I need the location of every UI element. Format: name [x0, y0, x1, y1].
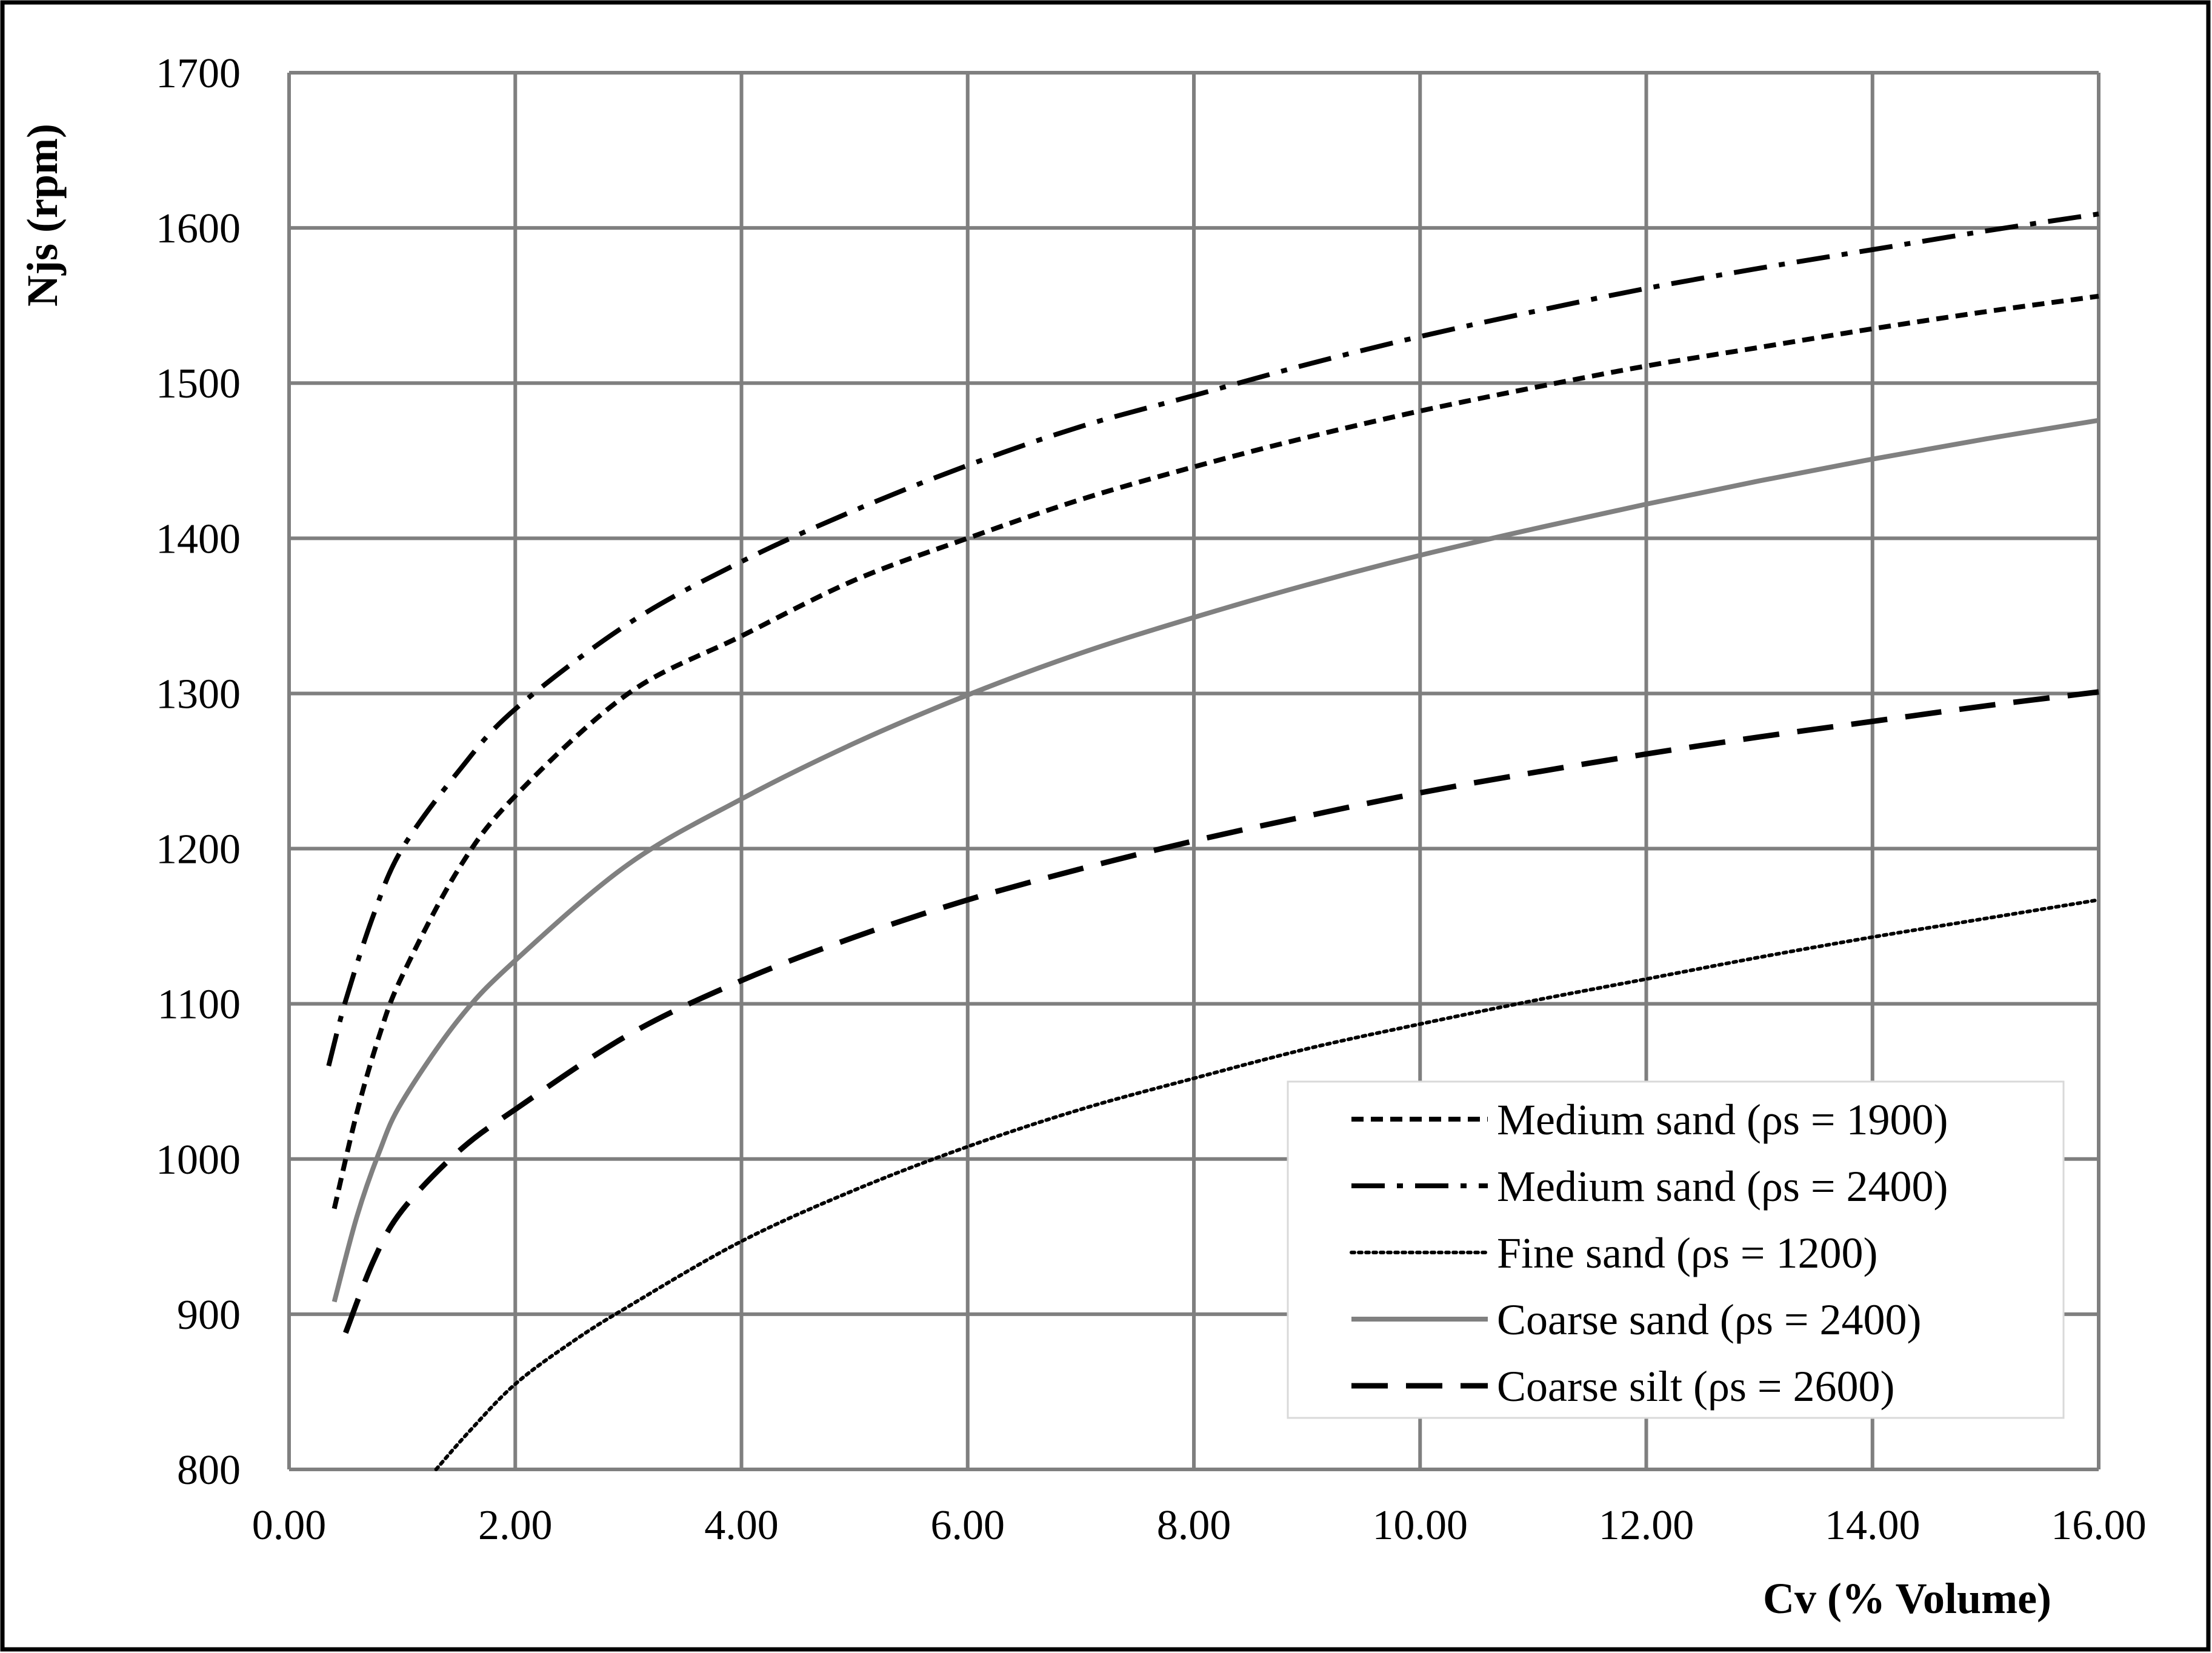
legend-label-2: Medium sand (ρs = 2400): [1497, 1162, 1948, 1211]
y-tick-label: 1200: [156, 826, 241, 873]
legend-box: [1287, 1080, 2065, 1419]
series-line-5: [343, 689, 2099, 1334]
legend-label-1: Medium sand (ρs = 1900): [1497, 1096, 1948, 1144]
series-line-2: [326, 211, 2099, 1067]
series-line-3: [434, 898, 2100, 1471]
y-tick-label: 1000: [156, 1137, 241, 1183]
x-axis-title: Cv (% Volume): [1763, 1574, 2051, 1623]
legend-label-3: Fine sand (ρs = 1200): [1497, 1229, 1878, 1277]
y-tick-label: 1100: [158, 982, 241, 1028]
y-tick-label: 1400: [156, 516, 241, 562]
x-tick-label: 16.00: [2051, 1502, 2147, 1549]
y-tick-labels: 800 900 1000 1100 1200 1300 1400 1500 1600 1700: [156, 50, 241, 1494]
x-tick-label: 6.00: [931, 1502, 1005, 1549]
series-line-4: [331, 417, 2099, 1303]
x-tick-label: 2.00: [478, 1502, 553, 1549]
legend: Medium sand (ρs = 1900) Medium sand (ρs =…: [1287, 1080, 2065, 1419]
y-tick-label: 1500: [156, 361, 241, 407]
y-axis-title: Njs (rpm): [18, 124, 67, 307]
legend-label-5: Coarse silt (ρs = 2600): [1497, 1362, 1894, 1411]
x-tick-label: 10.00: [1373, 1502, 1468, 1549]
x-tick-label: 0.00: [252, 1502, 327, 1549]
legend-label-4: Coarse sand (ρs = 2400): [1497, 1295, 1921, 1344]
x-tick-label: 12.00: [1599, 1502, 1694, 1549]
y-tick-label: 900: [177, 1292, 241, 1339]
x-tick-label: 8.00: [1157, 1502, 1231, 1549]
y-tick-label: 800: [177, 1447, 241, 1494]
x-tick-label: 14.00: [1825, 1502, 1921, 1549]
y-tick-label: 1300: [156, 671, 241, 717]
y-tick-label: 1600: [156, 205, 241, 252]
x-tick-label: 4.00: [704, 1502, 779, 1549]
y-tick-label: 1700: [156, 50, 241, 97]
series-line-1: [331, 293, 2099, 1209]
x-tick-labels: 0.00 2.00 4.00 6.00 8.00 10.00 12.00 14.00 16.00: [252, 1502, 2147, 1549]
series-lines: [326, 211, 2100, 1471]
